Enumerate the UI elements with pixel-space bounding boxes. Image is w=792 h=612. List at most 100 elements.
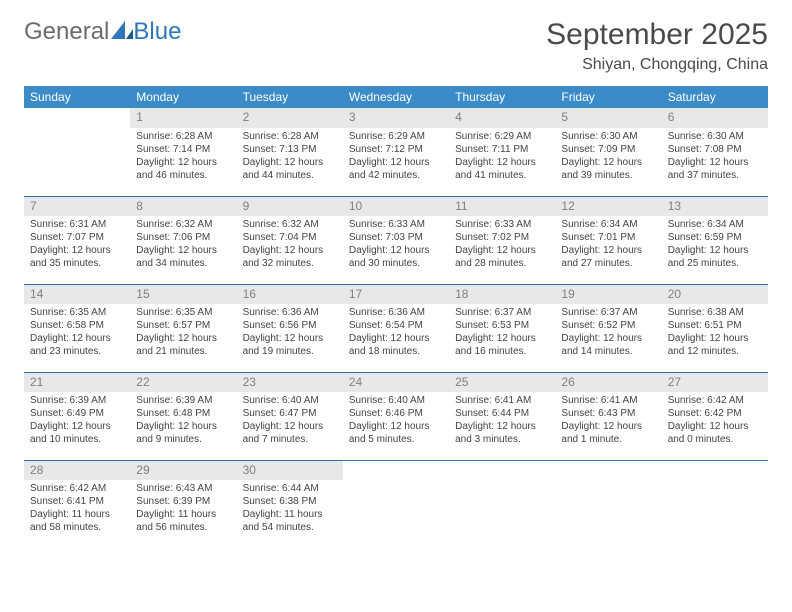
day-detail: Sunrise: 6:35 AMSunset: 6:58 PMDaylight:…: [24, 304, 130, 362]
calendar-day-cell: 1Sunrise: 6:28 AMSunset: 7:14 PMDaylight…: [130, 108, 236, 196]
day-number: 21: [24, 373, 130, 393]
sunrise-text: Sunrise: 6:44 AM: [243, 482, 337, 495]
sunset-text: Sunset: 7:12 PM: [349, 143, 443, 156]
day-number: 17: [343, 285, 449, 305]
calendar-day-cell: 29Sunrise: 6:43 AMSunset: 6:39 PMDayligh…: [130, 460, 236, 548]
day-detail: Sunrise: 6:44 AMSunset: 6:38 PMDaylight:…: [237, 480, 343, 538]
day-number: 26: [555, 373, 661, 393]
sunrise-text: Sunrise: 6:40 AM: [349, 394, 443, 407]
day-detail: Sunrise: 6:40 AMSunset: 6:46 PMDaylight:…: [343, 392, 449, 450]
day-number-empty: [24, 108, 130, 128]
daylight-text: Daylight: 11 hours and 56 minutes.: [136, 508, 230, 534]
day-number: 4: [449, 108, 555, 128]
sunrise-text: Sunrise: 6:40 AM: [243, 394, 337, 407]
calendar-day-cell: [449, 460, 555, 548]
daylight-text: Daylight: 12 hours and 7 minutes.: [243, 420, 337, 446]
sunset-text: Sunset: 6:52 PM: [561, 319, 655, 332]
calendar-day-cell: 5Sunrise: 6:30 AMSunset: 7:09 PMDaylight…: [555, 108, 661, 196]
daylight-text: Daylight: 12 hours and 16 minutes.: [455, 332, 549, 358]
day-number: 2: [237, 108, 343, 128]
calendar-day-cell: 9Sunrise: 6:32 AMSunset: 7:04 PMDaylight…: [237, 196, 343, 284]
day-number-empty: [555, 461, 661, 481]
day-number: 11: [449, 197, 555, 217]
day-detail: Sunrise: 6:34 AMSunset: 7:01 PMDaylight:…: [555, 216, 661, 274]
sunrise-text: Sunrise: 6:29 AM: [349, 130, 443, 143]
daylight-text: Daylight: 12 hours and 3 minutes.: [455, 420, 549, 446]
daylight-text: Daylight: 12 hours and 42 minutes.: [349, 156, 443, 182]
sunrise-text: Sunrise: 6:30 AM: [561, 130, 655, 143]
sunset-text: Sunset: 6:59 PM: [668, 231, 762, 244]
day-number: 25: [449, 373, 555, 393]
daylight-text: Daylight: 12 hours and 35 minutes.: [30, 244, 124, 270]
day-detail: Sunrise: 6:39 AMSunset: 6:48 PMDaylight:…: [130, 392, 236, 450]
calendar-day-cell: 3 Sunrise: 6:29 AMSunset: 7:12 PMDaylight…: [343, 108, 449, 196]
calendar-day-cell: 10Sunrise: 6:33 AMSunset: 7:03 PMDayligh…: [343, 196, 449, 284]
sunset-text: Sunset: 7:13 PM: [243, 143, 337, 156]
day-number: 15: [130, 285, 236, 305]
logo-word-general: General: [24, 18, 109, 46]
day-detail: Sunrise: 6:42 AMSunset: 6:41 PMDaylight:…: [24, 480, 130, 538]
sunset-text: Sunset: 6:43 PM: [561, 407, 655, 420]
day-detail: Sunrise: 6:41 AMSunset: 6:43 PMDaylight:…: [555, 392, 661, 450]
logo-sail-icon: [111, 18, 133, 46]
day-number: 29: [130, 461, 236, 481]
day-number: 23: [237, 373, 343, 393]
sunset-text: Sunset: 7:14 PM: [136, 143, 230, 156]
day-detail: Sunrise: 6:35 AMSunset: 6:57 PMDaylight:…: [130, 304, 236, 362]
day-detail: Sunrise: 6:39 AMSunset: 6:49 PMDaylight:…: [24, 392, 130, 450]
daylight-text: Daylight: 12 hours and 23 minutes.: [30, 332, 124, 358]
calendar-day-cell: 4Sunrise: 6:29 AMSunset: 7:11 PMDaylight…: [449, 108, 555, 196]
daylight-text: Daylight: 12 hours and 19 minutes.: [243, 332, 337, 358]
day-detail: Sunrise: 6:31 AMSunset: 7:07 PMDaylight:…: [24, 216, 130, 274]
day-detail: Sunrise: 6:32 AMSunset: 7:04 PMDaylight:…: [237, 216, 343, 274]
sunset-text: Sunset: 6:54 PM: [349, 319, 443, 332]
day-detail: Sunrise: 6:36 AMSunset: 6:54 PMDaylight:…: [343, 304, 449, 362]
calendar-day-cell: 6Sunrise: 6:30 AMSunset: 7:08 PMDaylight…: [662, 108, 768, 196]
day-number: 13: [662, 197, 768, 217]
calendar-day-cell: 27Sunrise: 6:42 AMSunset: 6:42 PMDayligh…: [662, 372, 768, 460]
day-number: 3: [343, 108, 449, 128]
daylight-text: Daylight: 12 hours and 21 minutes.: [136, 332, 230, 358]
sunrise-text: Sunrise: 6:39 AM: [136, 394, 230, 407]
calendar-day-cell: [343, 460, 449, 548]
sunset-text: Sunset: 7:03 PM: [349, 231, 443, 244]
sunset-text: Sunset: 7:01 PM: [561, 231, 655, 244]
day-number-empty: [662, 461, 768, 481]
sunrise-text: Sunrise: 6:32 AM: [136, 218, 230, 231]
daylight-text: Daylight: 12 hours and 1 minute.: [561, 420, 655, 446]
calendar-day-cell: 21Sunrise: 6:39 AMSunset: 6:49 PMDayligh…: [24, 372, 130, 460]
day-number: 14: [24, 285, 130, 305]
calendar-day-cell: 7Sunrise: 6:31 AMSunset: 7:07 PMDaylight…: [24, 196, 130, 284]
calendar-week-row: 21Sunrise: 6:39 AMSunset: 6:49 PMDayligh…: [24, 372, 768, 460]
col-header: Wednesday: [343, 86, 449, 108]
day-number: 12: [555, 197, 661, 217]
sunrise-text: Sunrise: 6:30 AM: [668, 130, 762, 143]
sunrise-text: Sunrise: 6:28 AM: [243, 130, 337, 143]
calendar-day-cell: 15Sunrise: 6:35 AMSunset: 6:57 PMDayligh…: [130, 284, 236, 372]
daylight-text: Daylight: 12 hours and 46 minutes.: [136, 156, 230, 182]
sunset-text: Sunset: 6:39 PM: [136, 495, 230, 508]
sunrise-text: Sunrise: 6:35 AM: [30, 306, 124, 319]
sunrise-text: Sunrise: 6:34 AM: [561, 218, 655, 231]
calendar-head: Sunday Monday Tuesday Wednesday Thursday…: [24, 86, 768, 108]
daylight-text: Daylight: 12 hours and 12 minutes.: [668, 332, 762, 358]
sunset-text: Sunset: 6:57 PM: [136, 319, 230, 332]
sunrise-text: Sunrise: 6:36 AM: [349, 306, 443, 319]
sunset-text: Sunset: 7:04 PM: [243, 231, 337, 244]
sunrise-text: Sunrise: 6:33 AM: [349, 218, 443, 231]
calendar-day-cell: 20Sunrise: 6:38 AMSunset: 6:51 PMDayligh…: [662, 284, 768, 372]
day-detail: Sunrise: 6:30 AMSunset: 7:08 PMDaylight:…: [662, 128, 768, 186]
day-number: 24: [343, 373, 449, 393]
sunset-text: Sunset: 7:07 PM: [30, 231, 124, 244]
daylight-text: Daylight: 12 hours and 5 minutes.: [349, 420, 443, 446]
daylight-text: Daylight: 12 hours and 44 minutes.: [243, 156, 337, 182]
day-number: 30: [237, 461, 343, 481]
daylight-text: Daylight: 12 hours and 28 minutes.: [455, 244, 549, 270]
calendar-day-cell: 2 Sunrise: 6:28 AMSunset: 7:13 PMDaylight…: [237, 108, 343, 196]
calendar-day-cell: 22Sunrise: 6:39 AMSunset: 6:48 PMDayligh…: [130, 372, 236, 460]
col-header: Thursday: [449, 86, 555, 108]
day-number: 19: [555, 285, 661, 305]
day-detail: Sunrise: 6:34 AMSunset: 6:59 PMDaylight:…: [662, 216, 768, 274]
col-header: Monday: [130, 86, 236, 108]
day-detail: Sunrise: 6:40 AMSunset: 6:47 PMDaylight:…: [237, 392, 343, 450]
